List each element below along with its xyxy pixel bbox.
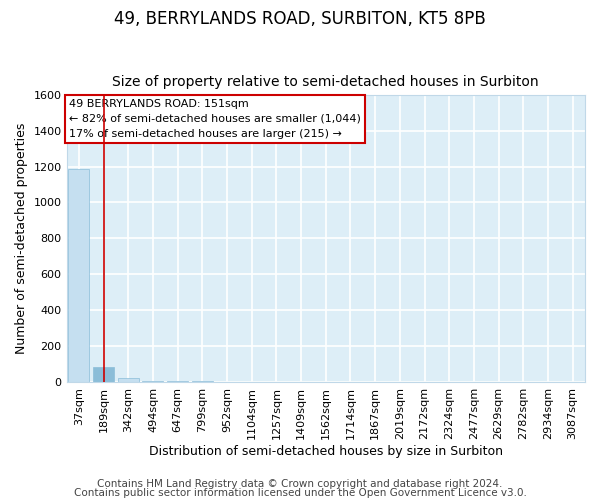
Bar bbox=[118, 378, 139, 382]
Bar bbox=[93, 366, 114, 382]
Bar bbox=[68, 170, 89, 382]
X-axis label: Distribution of semi-detached houses by size in Surbiton: Distribution of semi-detached houses by … bbox=[149, 444, 503, 458]
Bar bbox=[142, 381, 163, 382]
Text: Contains HM Land Registry data © Crown copyright and database right 2024.: Contains HM Land Registry data © Crown c… bbox=[97, 479, 503, 489]
Text: 49, BERRYLANDS ROAD, SURBITON, KT5 8PB: 49, BERRYLANDS ROAD, SURBITON, KT5 8PB bbox=[114, 10, 486, 28]
Y-axis label: Number of semi-detached properties: Number of semi-detached properties bbox=[15, 122, 28, 354]
Text: Contains public sector information licensed under the Open Government Licence v3: Contains public sector information licen… bbox=[74, 488, 526, 498]
Title: Size of property relative to semi-detached houses in Surbiton: Size of property relative to semi-detach… bbox=[112, 76, 539, 90]
Text: 49 BERRYLANDS ROAD: 151sqm
← 82% of semi-detached houses are smaller (1,044)
17%: 49 BERRYLANDS ROAD: 151sqm ← 82% of semi… bbox=[69, 99, 361, 138]
